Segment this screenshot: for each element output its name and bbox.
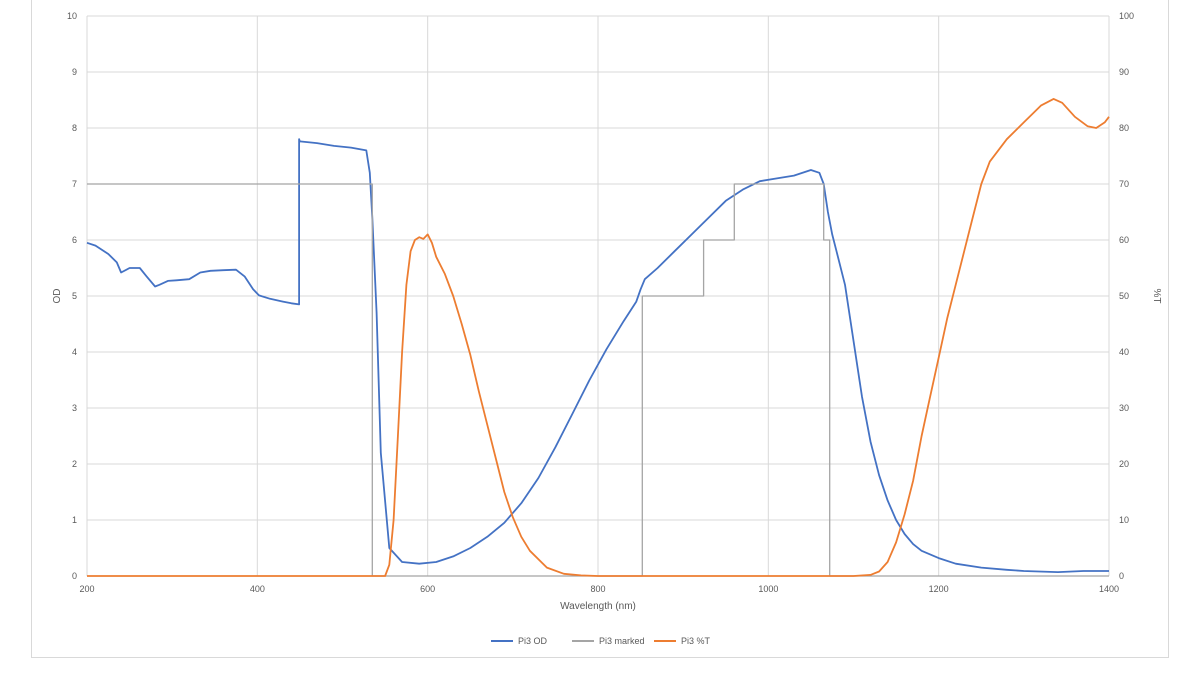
legend-label: Pi3 marked	[599, 636, 645, 646]
y2-tick-label: 100	[1119, 11, 1134, 21]
series-line-pi3-marked	[87, 183, 1109, 577]
series-line-pi3-od	[86, 138, 1109, 573]
y-tick-label: 5	[72, 291, 77, 301]
legend: Pi3 OD Pi3 marked Pi3 %T	[491, 636, 711, 646]
y-tick-label: 4	[72, 347, 77, 357]
y2-tick-label: 60	[1119, 235, 1129, 245]
y-tick-label: 10	[67, 11, 77, 21]
y-tick-label: 7	[72, 179, 77, 189]
x-tick-label: 800	[590, 584, 605, 594]
y2-tick-label: 0	[1119, 571, 1124, 581]
y2-tick-label: 20	[1119, 459, 1129, 469]
y2-axis-title: %T	[1151, 289, 1162, 304]
x-tick-label: 1000	[758, 584, 778, 594]
y-tick-label: 6	[72, 235, 77, 245]
x-tick-label: 600	[420, 584, 435, 594]
legend-label: Pi3 OD	[518, 636, 548, 646]
x-tick-label: 1200	[929, 584, 949, 594]
legend-label: Pi3 %T	[681, 636, 711, 646]
y2-tick-label: 50	[1119, 291, 1129, 301]
y2-tick-label: 40	[1119, 347, 1129, 357]
series-layer	[86, 98, 1110, 577]
y-axis-title: OD	[52, 289, 63, 304]
y-tick-label: 1	[72, 515, 77, 525]
y2-tick-label: 10	[1119, 515, 1129, 525]
y-tick-label: 0	[72, 571, 77, 581]
x-tick-label: 1400	[1099, 584, 1119, 594]
y2-tick-label: 30	[1119, 403, 1129, 413]
y2-tick-label: 70	[1119, 179, 1129, 189]
x-tick-label: 400	[250, 584, 265, 594]
y2-tick-label: 90	[1119, 67, 1129, 77]
chart-frame: 0 1 2 3 4 5 6 7 8 9 10 0 10 20 30 40 50 60 70 80 90 100 200 400…	[31, 0, 1169, 658]
y-tick-label: 3	[72, 403, 77, 413]
y-tick-label: 8	[72, 123, 77, 133]
y2-tick-label: 80	[1119, 123, 1129, 133]
gridlines	[86, 15, 1110, 577]
y-tick-label: 2	[72, 459, 77, 469]
y-tick-label: 9	[72, 67, 77, 77]
series-line-pi3-t	[87, 98, 1110, 577]
x-axis-title: Wavelength (nm)	[560, 601, 636, 612]
x-tick-label: 200	[79, 584, 94, 594]
